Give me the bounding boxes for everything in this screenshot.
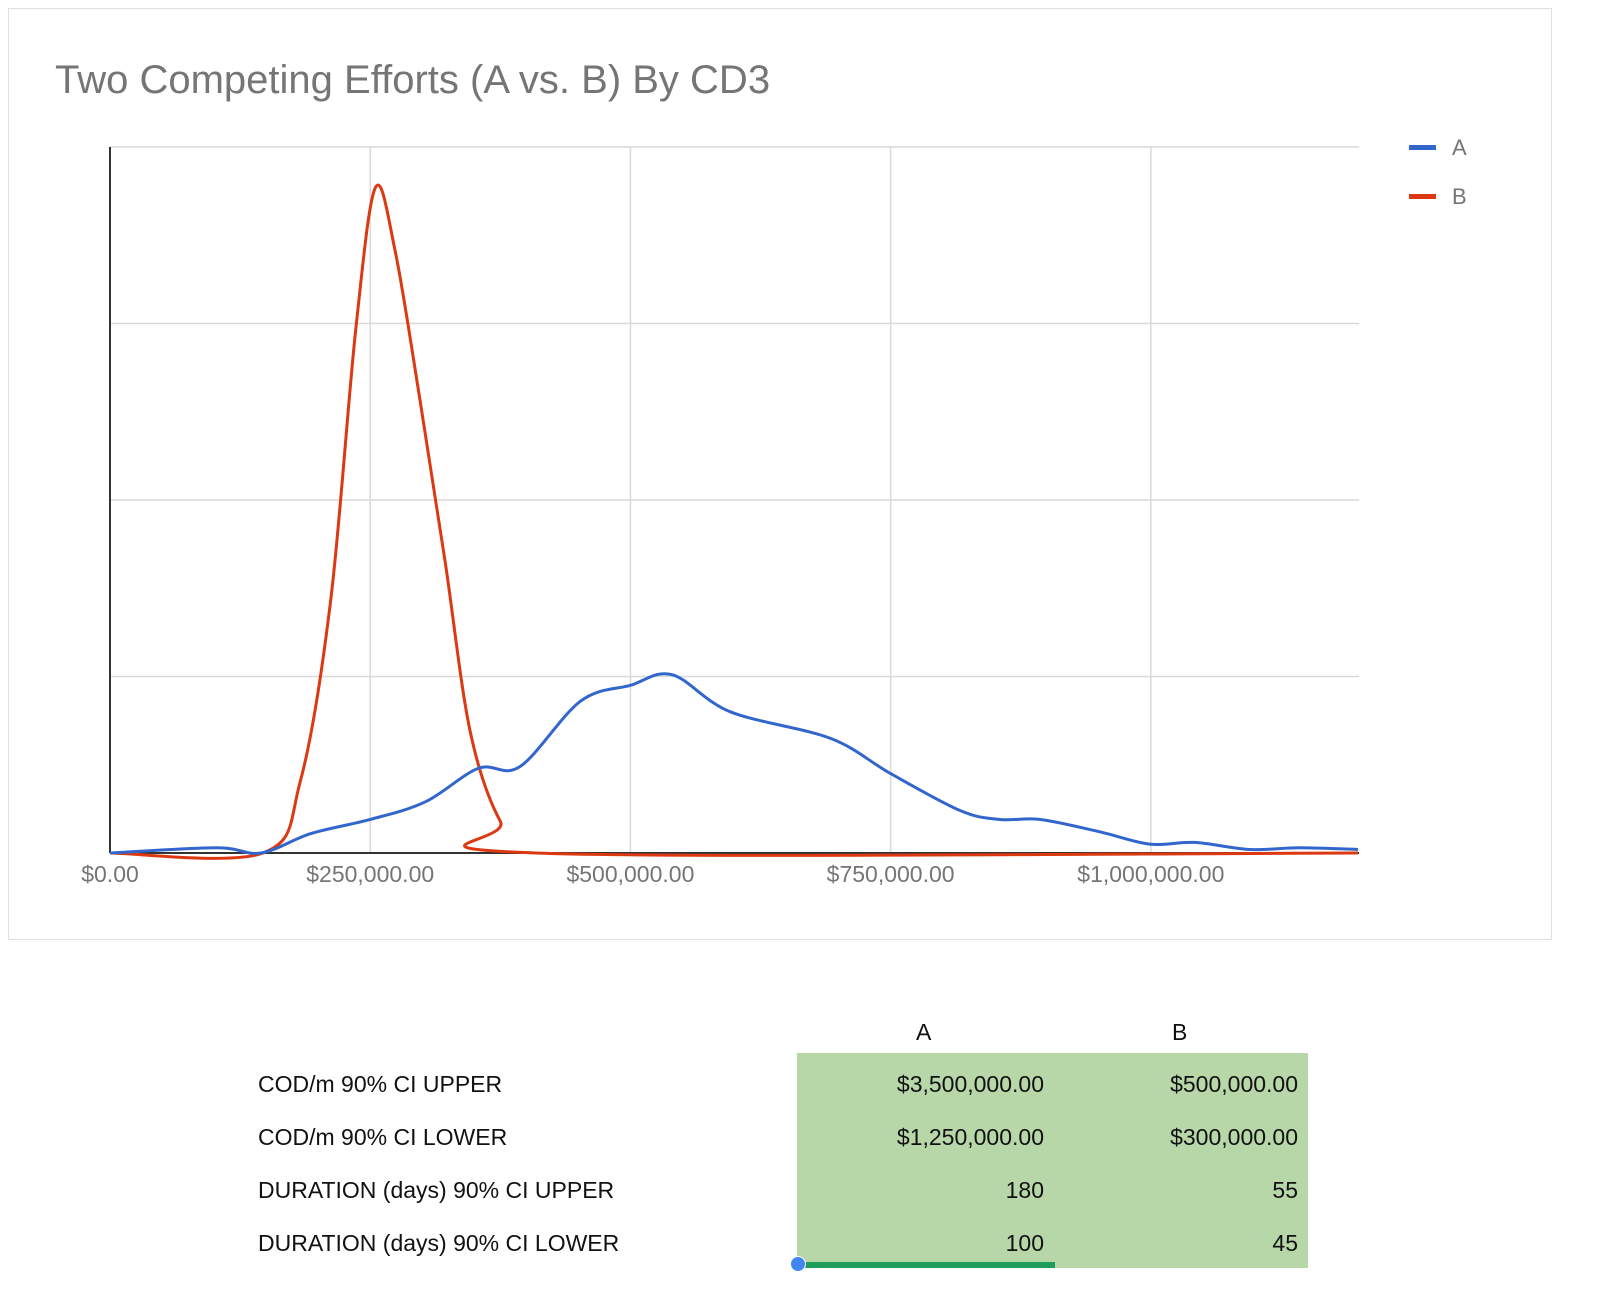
x-tick-label: $500,000.00: [566, 861, 694, 887]
cell-a[interactable]: 180: [1005, 1177, 1044, 1203]
density-chart: Two Competing Efforts (A vs. B) By CD3 $0…: [55, 58, 1467, 887]
cell-b[interactable]: 55: [1272, 1177, 1298, 1203]
column-header-b: B: [1172, 1019, 1188, 1045]
cell-a[interactable]: 100: [1005, 1230, 1044, 1256]
row-label: COD/m 90% CI LOWER: [258, 1124, 508, 1150]
x-tick-label: $750,000.00: [827, 861, 955, 887]
legend-swatch-a: [1409, 145, 1436, 150]
chart-container[interactable]: Two Competing Efforts (A vs. B) By CD3 $0…: [8, 8, 1552, 940]
x-tick-label: $0.00: [81, 861, 139, 887]
x-tick-label: $1,000,000.00: [1077, 861, 1224, 887]
cell-a[interactable]: $1,250,000.00: [896, 1124, 1044, 1150]
series-line-b: [109, 183, 1358, 860]
x-tick-label: $250,000.00: [306, 861, 434, 887]
selection-border: [797, 1262, 1055, 1268]
cell-b[interactable]: 45: [1272, 1230, 1298, 1256]
chart-title: Two Competing Efforts (A vs. B) By CD3: [55, 58, 770, 102]
cell-b[interactable]: $300,000.00: [1170, 1124, 1298, 1150]
highlighted-range[interactable]: [797, 1053, 1308, 1268]
selection-handle[interactable]: [790, 1256, 806, 1272]
legend-label-a: A: [1452, 135, 1467, 160]
row-label: DURATION (days) 90% CI LOWER: [258, 1230, 620, 1256]
legend-swatch-b: [1409, 194, 1436, 199]
cell-b[interactable]: $500,000.00: [1170, 1071, 1298, 1097]
row-label: DURATION (days) 90% CI UPPER: [258, 1177, 615, 1203]
legend-label-b: B: [1452, 184, 1467, 209]
row-label: COD/m 90% CI UPPER: [258, 1071, 503, 1097]
column-header-a: A: [916, 1019, 932, 1045]
cell-a[interactable]: $3,500,000.00: [896, 1071, 1044, 1097]
series-line-a: [109, 672, 1359, 855]
